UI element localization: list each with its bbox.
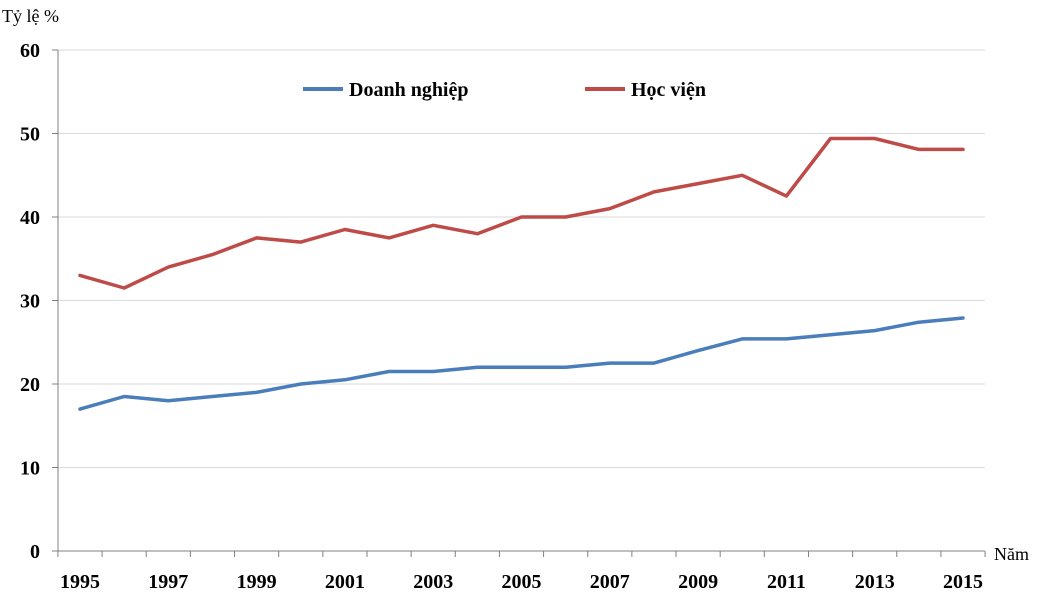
y-tick-label: 10 bbox=[20, 458, 40, 480]
x-tick-label: 2013 bbox=[855, 571, 895, 593]
legend-label-0: Doanh nghiệp bbox=[349, 79, 469, 101]
series-line-1 bbox=[78, 136, 965, 290]
x-tick-label: 1997 bbox=[148, 571, 188, 593]
y-tick-labels: 0 10 20 30 40 50 60 bbox=[20, 40, 40, 563]
x-tick-label: 2003 bbox=[413, 571, 453, 593]
x-tick-label: 1995 bbox=[60, 571, 100, 593]
axes bbox=[52, 49, 986, 557]
x-tick-label: 2007 bbox=[590, 571, 630, 593]
x-tick-labels: 1995 1997 1999 2001 2003 2005 2007 2009 2011 2013… bbox=[60, 571, 983, 593]
x-tick-label: 2011 bbox=[767, 571, 806, 593]
x-tick-label: 2001 bbox=[325, 571, 365, 593]
gridlines bbox=[58, 49, 985, 468]
series-line-0 bbox=[78, 316, 965, 411]
x-tick-label: 2005 bbox=[502, 571, 542, 593]
x-tick-label: 1999 bbox=[237, 571, 277, 593]
legend-label-1: Học viện bbox=[631, 79, 706, 101]
x-tick-label: 2009 bbox=[678, 571, 718, 593]
series-lines bbox=[78, 136, 965, 411]
y-tick-label: 40 bbox=[20, 207, 40, 229]
y-tick-label: 20 bbox=[20, 374, 40, 396]
x-axis-title: Năm bbox=[994, 544, 1029, 564]
y-tick-label: 60 bbox=[20, 40, 40, 62]
y-axis-title: Tỷ lệ % bbox=[2, 6, 59, 26]
y-tick-label: 30 bbox=[20, 291, 40, 313]
y-tick-label: 50 bbox=[20, 124, 40, 146]
x-tick-label: 2015 bbox=[943, 571, 983, 593]
legend: Doanh nghiệp Học viện bbox=[303, 79, 706, 101]
y-tick-label: 0 bbox=[30, 541, 40, 563]
